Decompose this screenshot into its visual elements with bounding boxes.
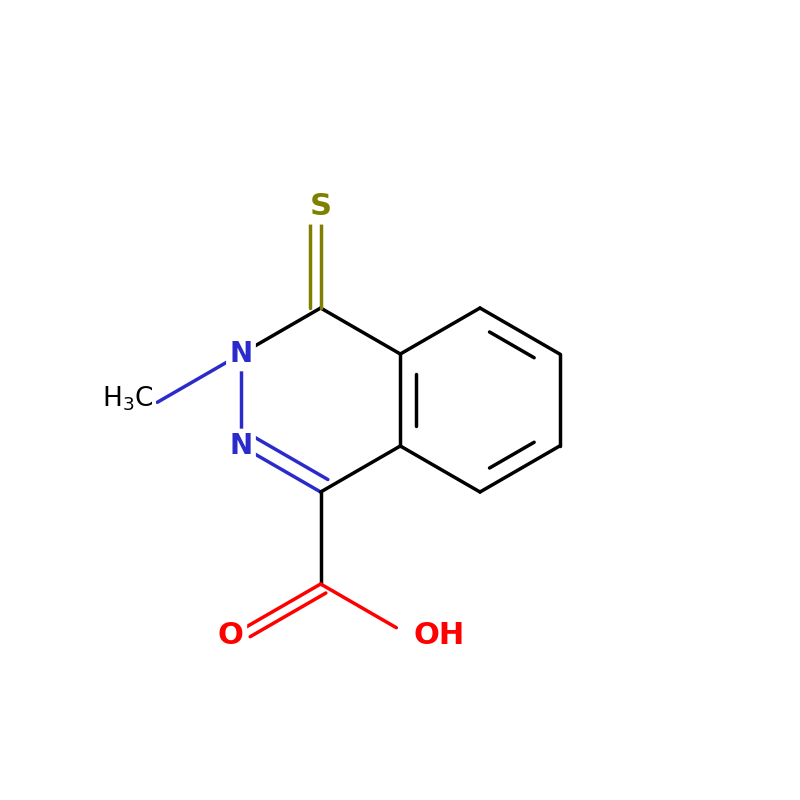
Text: $\mathregular{H_3C}$: $\mathregular{H_3C}$ [102,384,154,413]
Text: O: O [218,621,243,650]
Text: H: H [129,384,148,408]
Text: S: S [310,192,332,221]
Text: N: N [230,340,253,368]
Text: N: N [230,432,253,460]
Text: OH: OH [414,621,465,650]
